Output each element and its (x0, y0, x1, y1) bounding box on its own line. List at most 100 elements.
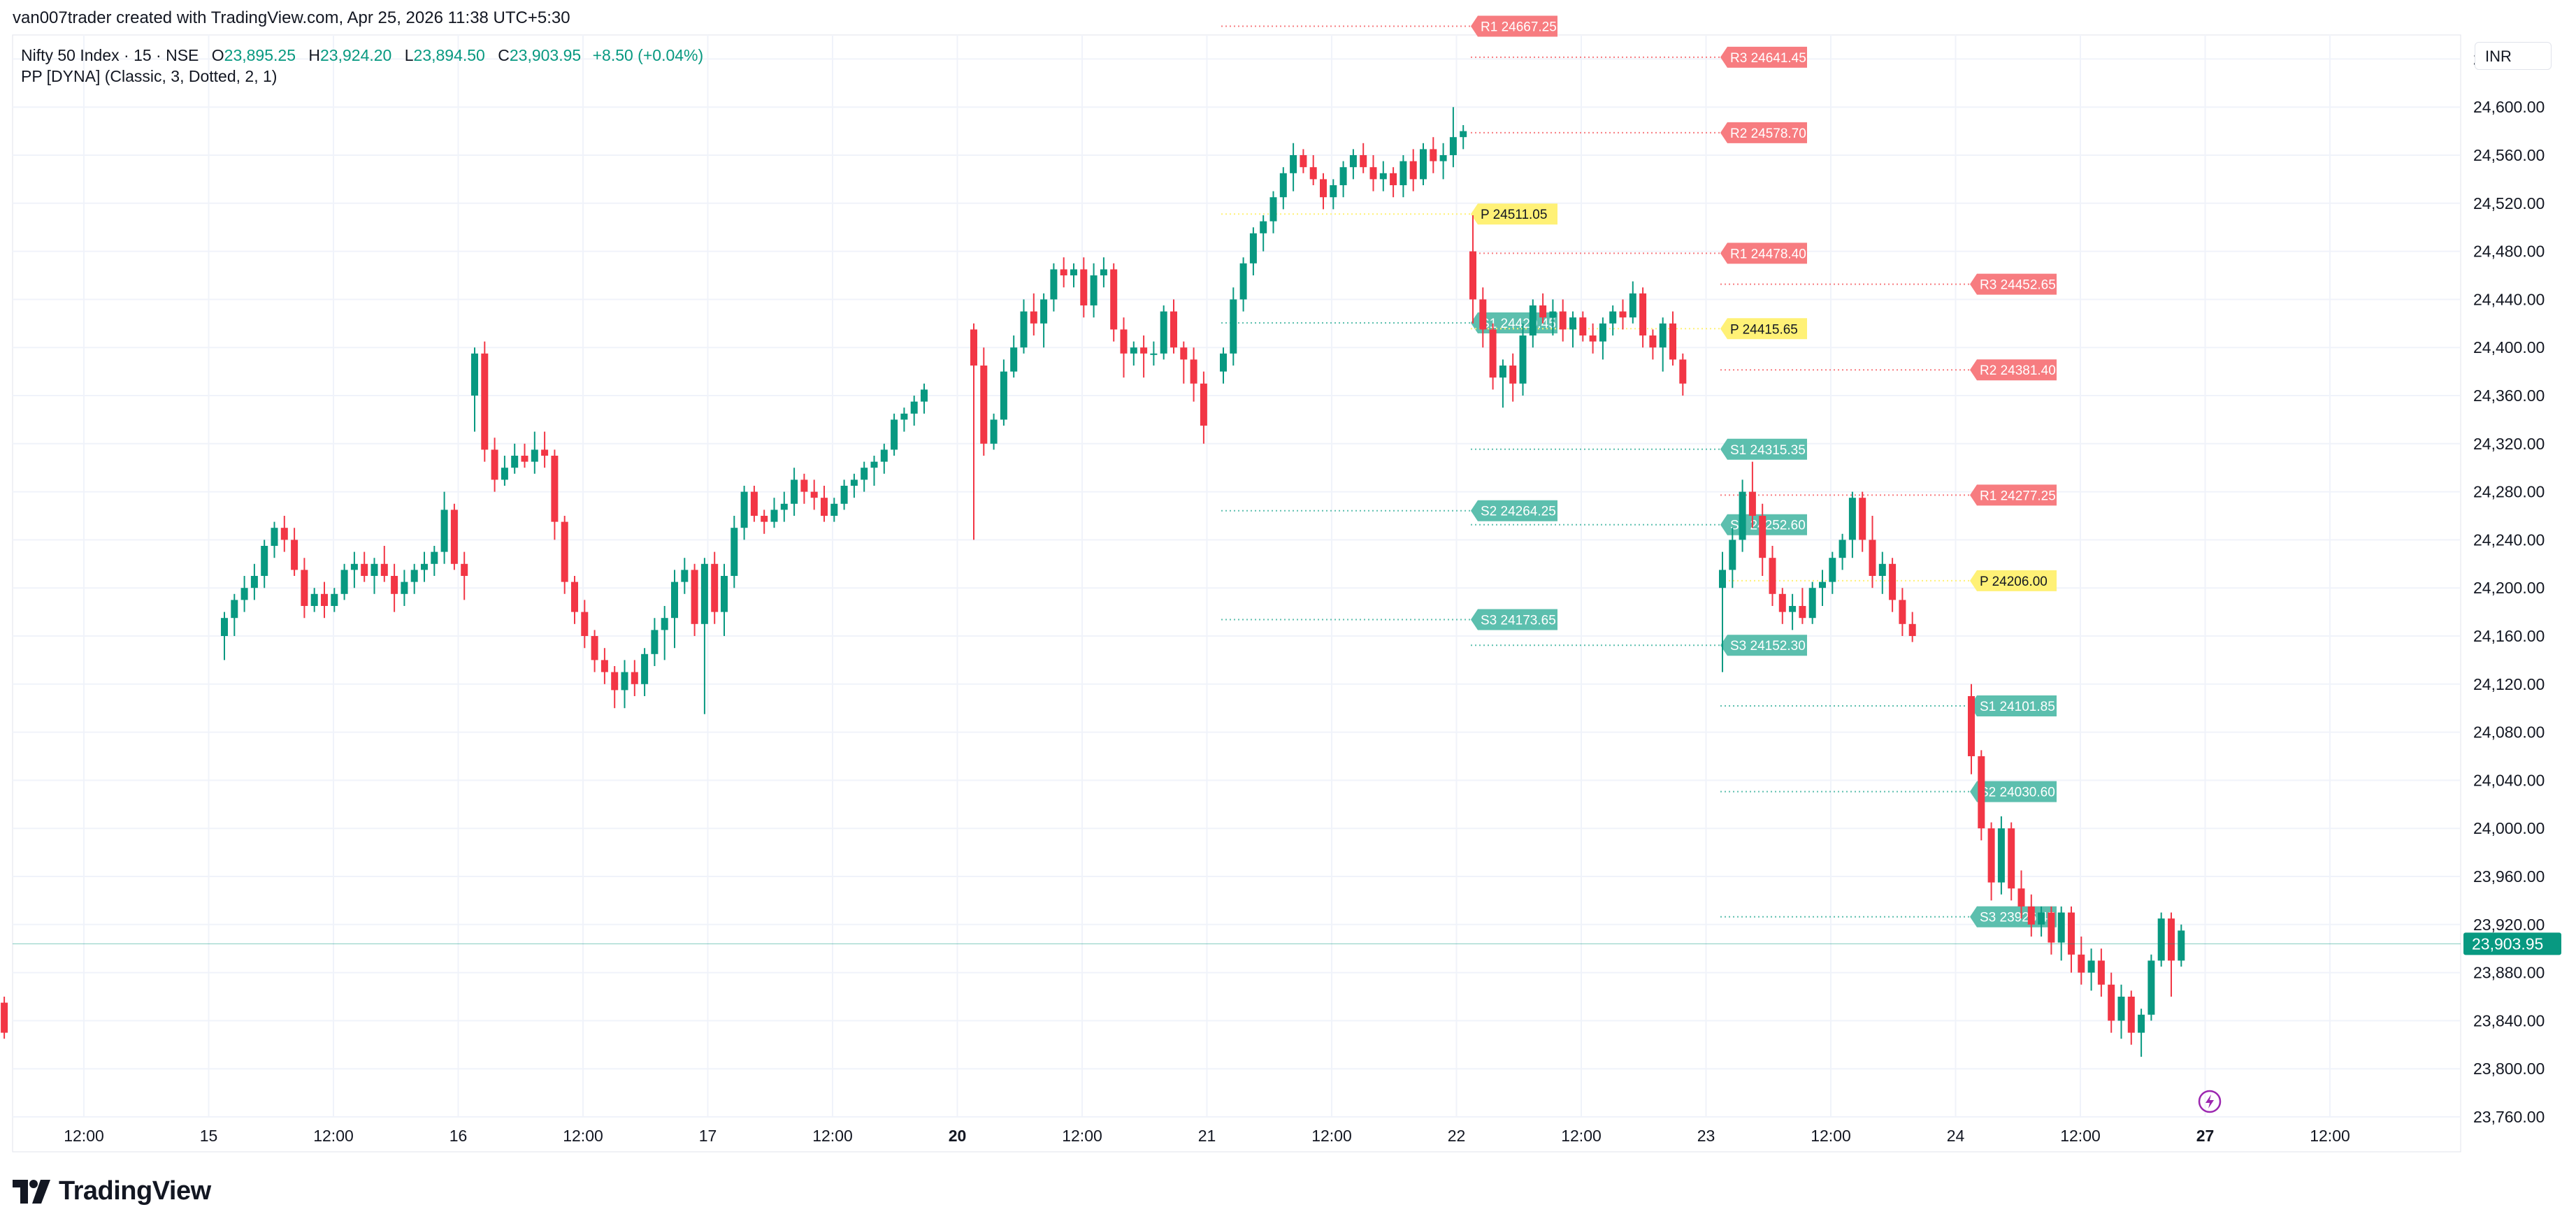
candle (661, 606, 668, 660)
low-label: L (404, 46, 414, 64)
candle (990, 413, 998, 450)
close-value: 23,903.95 (509, 46, 582, 64)
candle-body (2038, 912, 2045, 925)
candle-body (1279, 173, 1287, 198)
candle-body (1549, 311, 1557, 318)
candle (340, 563, 348, 600)
candle-body (1569, 317, 1576, 330)
candle-body (310, 593, 318, 606)
candle-body (1000, 371, 1007, 420)
candle-body (1040, 299, 1048, 324)
candle-body (1968, 696, 1975, 756)
candle (1000, 359, 1007, 426)
candle (2168, 912, 2175, 997)
candle-body (551, 456, 559, 522)
candle (2127, 990, 2135, 1045)
candle-body (2078, 954, 2085, 973)
candle-body (641, 653, 649, 684)
candle (821, 486, 828, 522)
pivot-label-bg (1471, 609, 1557, 630)
candle (561, 516, 568, 594)
candle (1239, 257, 1247, 312)
candle (1010, 335, 1018, 378)
candle (1968, 684, 1975, 774)
candle-body (821, 498, 828, 516)
candle-body (2138, 1014, 2145, 1033)
candle-body (431, 551, 438, 564)
candle-body (250, 576, 258, 588)
candle (450, 503, 458, 570)
candle-body (1249, 233, 1257, 263)
pivot-label: S3 23926.45 (1980, 911, 2055, 925)
candle (2117, 984, 2125, 1039)
candle (321, 582, 328, 619)
y-tick-label: 23,840.00 (2473, 1011, 2545, 1030)
candle (521, 443, 528, 468)
candle (1569, 311, 1576, 348)
candle (1269, 191, 1277, 233)
candle-body (2057, 912, 2065, 943)
pivot-label-bg (1720, 318, 1807, 340)
candle-body (1330, 185, 1337, 198)
candle-body (1589, 335, 1597, 342)
x-tick-label: 20 (949, 1127, 967, 1145)
x-tick-label: 12:00 (1062, 1127, 1102, 1145)
pivot-label: S2 24264.25 (1481, 505, 1556, 519)
candle-body (711, 563, 719, 612)
candle-body (1899, 600, 1906, 624)
indicator-label[interactable]: PP [DYNA] (Classic, 3, Dotted, 2, 1) (21, 67, 278, 85)
candle (1609, 305, 1617, 335)
candle (1150, 341, 1158, 366)
candle (401, 570, 408, 606)
candle (1579, 311, 1587, 342)
candle-body (1529, 305, 1537, 335)
candle (1987, 822, 1995, 901)
candle (1339, 161, 1347, 198)
candle (1829, 551, 1836, 594)
candle-body (880, 449, 888, 462)
x-tick-label: 16 (449, 1127, 468, 1145)
candle (1778, 588, 1786, 624)
candle (1360, 143, 1367, 173)
candle-body (840, 486, 848, 504)
candle (1509, 353, 1517, 402)
candle-body (361, 563, 368, 576)
candle-body (1220, 353, 1227, 372)
candle-body (611, 672, 619, 691)
candle (1190, 347, 1197, 402)
candle-body (1080, 269, 1088, 305)
tradingview-logo[interactable]: TradingView (13, 1176, 211, 1206)
y-tick-label: 24,360.00 (2473, 387, 2545, 405)
candle (571, 576, 578, 624)
candle-body (1170, 311, 1177, 348)
candle (1110, 263, 1118, 342)
currency-button[interactable]: INR (2475, 42, 2552, 70)
candle-body (1997, 828, 2005, 883)
candle (531, 431, 538, 474)
candle-body (921, 389, 928, 402)
open-value: 23,895.25 (224, 46, 296, 64)
candle-body (1978, 756, 1985, 829)
candle (2078, 937, 2085, 985)
candle-body (1778, 593, 1786, 612)
candle (1060, 257, 1067, 288)
candle (1599, 317, 1606, 360)
candle (1908, 612, 1916, 642)
candle-body (1539, 305, 1547, 318)
candle (1748, 461, 1756, 528)
symbol-label[interactable]: Nifty 50 Index · 15 · NSE (21, 46, 199, 64)
candle-body (1140, 347, 1148, 354)
candle-body (1409, 161, 1417, 180)
candle (681, 558, 689, 594)
candle (1399, 155, 1407, 198)
candle (361, 551, 368, 582)
candle-body (541, 449, 549, 456)
open-label: O (211, 46, 224, 64)
y-tick-label: 24,440.00 (2473, 290, 2545, 308)
lightning-icon[interactable] (2197, 1089, 2222, 1114)
candle-body (1679, 359, 1687, 384)
candle (621, 660, 628, 709)
candle-body (440, 510, 448, 552)
candle (721, 563, 728, 636)
